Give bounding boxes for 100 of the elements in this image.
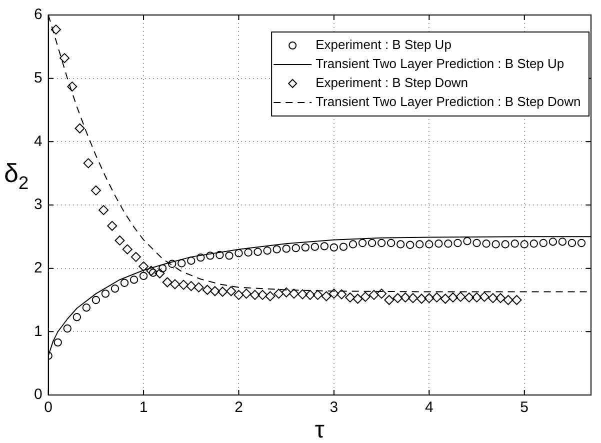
point	[386, 238, 396, 248]
point	[202, 284, 212, 295]
point	[503, 295, 514, 305]
point	[162, 277, 172, 288]
x-tick-label: 2	[234, 399, 243, 416]
point	[463, 237, 472, 246]
y-tick-label: 0	[34, 386, 42, 404]
point	[510, 240, 519, 248]
point	[416, 294, 427, 304]
y-tick-label: 4	[34, 132, 42, 150]
point	[358, 238, 367, 248]
point	[272, 245, 281, 254]
point	[187, 256, 196, 265]
point	[216, 250, 224, 260]
point	[234, 290, 244, 300]
point	[424, 293, 434, 304]
point	[330, 243, 338, 252]
point	[577, 238, 586, 248]
point	[130, 276, 138, 284]
point	[50, 24, 61, 35]
point	[120, 278, 129, 287]
point	[194, 282, 204, 292]
point	[312, 290, 323, 300]
x-tick-label: 5	[520, 399, 529, 416]
y-tick-label: 5	[34, 69, 42, 86]
point	[101, 290, 110, 298]
y-tick-label: 2	[34, 259, 42, 276]
point	[321, 291, 332, 302]
y-tick-label: 1	[34, 322, 42, 340]
point	[282, 244, 290, 253]
point	[336, 289, 347, 300]
point	[196, 253, 205, 262]
point	[210, 286, 220, 296]
point	[265, 291, 276, 302]
point	[339, 242, 348, 251]
point	[320, 242, 329, 250]
point	[274, 288, 284, 299]
point	[488, 293, 498, 304]
point	[107, 220, 118, 231]
point	[178, 259, 186, 268]
point	[416, 240, 424, 248]
point	[154, 268, 165, 278]
point	[479, 292, 490, 302]
point	[258, 290, 268, 300]
point	[496, 293, 506, 304]
point	[54, 338, 62, 347]
point	[539, 238, 548, 248]
point	[298, 289, 308, 300]
point	[301, 243, 310, 252]
point	[432, 292, 442, 302]
point	[520, 240, 528, 248]
point	[139, 272, 148, 280]
point	[63, 324, 72, 333]
point	[568, 238, 576, 248]
point	[384, 295, 394, 305]
point	[110, 284, 120, 293]
point	[444, 240, 452, 248]
point	[60, 53, 70, 64]
point	[492, 240, 500, 248]
point	[472, 292, 482, 302]
x-tick-label: 4	[424, 399, 434, 416]
point	[368, 238, 376, 248]
point	[558, 238, 567, 246]
point	[225, 252, 234, 260]
point	[281, 287, 292, 298]
point	[130, 252, 141, 262]
point	[146, 266, 156, 276]
point	[456, 292, 466, 302]
point	[368, 290, 379, 300]
point	[72, 313, 82, 322]
point	[448, 292, 458, 302]
point	[122, 244, 132, 254]
legend-label: Transient Two Layer Prediction : B Step Up	[316, 56, 564, 72]
point	[472, 238, 481, 248]
point	[548, 238, 558, 246]
point	[360, 292, 370, 302]
point	[241, 288, 252, 299]
point	[400, 292, 410, 302]
point	[250, 290, 260, 300]
point	[345, 292, 356, 302]
point	[82, 304, 91, 312]
point	[348, 240, 358, 248]
point	[396, 240, 405, 248]
point	[263, 246, 272, 255]
point	[170, 279, 180, 290]
point	[352, 294, 363, 304]
point	[305, 290, 316, 300]
point	[512, 295, 522, 305]
point	[67, 82, 78, 92]
point	[234, 249, 243, 258]
point	[392, 293, 403, 304]
point	[138, 261, 149, 272]
point	[454, 238, 462, 248]
legend-label: Transient Two Layer Prediction : B Step Down	[316, 94, 581, 110]
point	[292, 244, 300, 252]
y-tick-label: 3	[34, 196, 42, 214]
point	[408, 293, 418, 304]
point	[178, 280, 189, 290]
point	[148, 268, 158, 277]
x-tick-label: 1	[139, 399, 148, 416]
